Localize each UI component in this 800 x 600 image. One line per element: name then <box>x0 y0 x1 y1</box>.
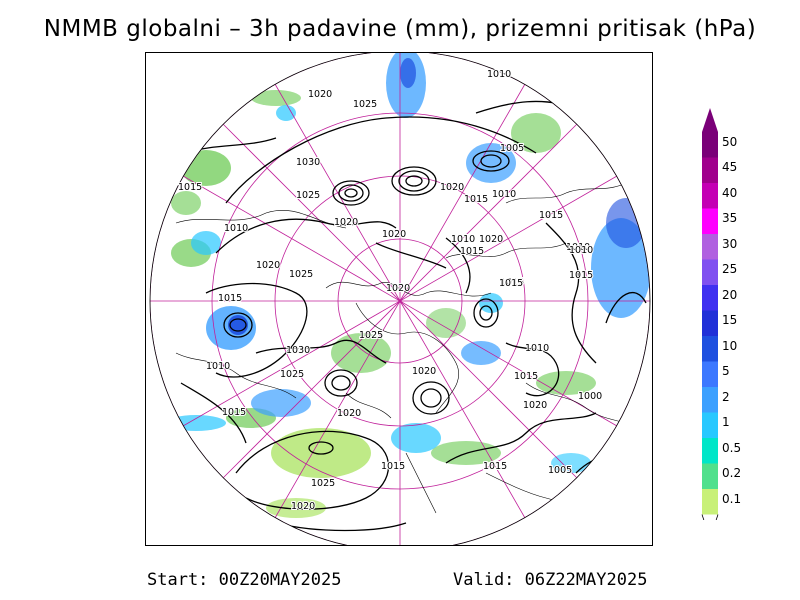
precipitation-colorbar: 50 45 40 35 30 25 20 15 10 5 2 1 0.5 0.2 0.1 <box>700 108 770 540</box>
isobar-label: 1025 <box>289 269 313 280</box>
colorbar-swatch <box>702 208 718 234</box>
colorbar-swatch <box>702 157 718 183</box>
colorbar-swatch <box>702 234 718 260</box>
precipitation-layer <box>166 53 650 518</box>
colorbar-label: 15 <box>722 313 738 327</box>
isobar-label: 1015 <box>381 461 405 472</box>
colorbar-swatch <box>702 361 718 387</box>
isobar-label: 1030 <box>296 157 320 168</box>
colorbar-label: 1 <box>722 415 730 429</box>
colorbar-swatch <box>702 183 718 209</box>
isobar-label: 1020 <box>334 217 358 228</box>
isobar-label: 1025 <box>296 190 320 201</box>
colorbar-arrow-bottom <box>701 514 719 540</box>
isobar-label: 1010 <box>566 242 590 253</box>
map-panel: 1010 1020 1025 1005 1030 1015 1025 1020 … <box>145 52 653 546</box>
colorbar-label: 0.1 <box>722 491 742 506</box>
isobar-label: 1015 <box>514 371 538 382</box>
colorbar-swatch <box>702 387 718 413</box>
coastlines <box>175 182 647 514</box>
colorbar-label: 20 <box>722 287 738 302</box>
colorbar-swatch <box>702 489 718 515</box>
colorbar-swatch <box>702 412 718 438</box>
isobar-label: 1025 <box>311 478 335 489</box>
colorbar-swatch <box>702 336 718 362</box>
isobar-label: 1015 <box>464 194 488 205</box>
colorbar-swatch <box>702 285 718 311</box>
isobar-label: 1015 <box>569 270 593 281</box>
colorbar-label: 5 <box>722 364 730 378</box>
isobar-label: 1015 <box>500 277 524 288</box>
isobar-label: 1020 <box>256 260 280 271</box>
colorbar-swatch <box>702 310 718 336</box>
isobar-label: 1025 <box>353 99 377 110</box>
graticule <box>150 53 650 545</box>
isobar-label: 1005 <box>500 143 524 154</box>
isobar-label: 1020 <box>412 366 436 377</box>
run-valid-time: Valid: 06Z22MAY2025 <box>453 570 648 590</box>
isobar-label: 1020 <box>337 408 361 419</box>
colorbar-label: 45 <box>722 160 738 174</box>
isobar-label: 1010 <box>451 234 475 245</box>
colorbar-label: 30 <box>722 236 738 251</box>
isobar-label: 1030 <box>286 345 310 356</box>
isobar-label: 1025 <box>280 369 304 380</box>
isobar-label: 1020 <box>291 501 315 512</box>
map-title: NMMB globalni – 3h padavine (mm), prizem… <box>43 16 757 42</box>
isobar-label: 1010 <box>206 361 230 372</box>
isobar-label: 1015 <box>499 278 523 289</box>
colorbar-label: 10 <box>722 338 738 353</box>
isobar-label: 1020 <box>308 89 332 100</box>
isobar-label: 1020 <box>382 229 406 240</box>
isobar-label: 1015 <box>483 461 507 472</box>
isobar-label: 1010 <box>525 343 549 354</box>
run-start-time: Start: 00Z20MAY2025 <box>147 570 342 590</box>
isobar-label: 1015 <box>178 182 202 193</box>
isobar-label: 1000 <box>578 391 602 402</box>
isobar-label: 1005 <box>548 465 572 476</box>
isobar-label: 1010 <box>224 223 248 234</box>
isobar-label: 1010 <box>487 69 511 80</box>
isobar-label: 1025 <box>359 330 383 341</box>
isobar-labels: 1010 1020 1025 1005 1030 1015 1025 1020 … <box>177 68 603 513</box>
isobar-label: 1015 <box>460 246 484 257</box>
colorbar-label: 25 <box>722 262 738 276</box>
colorbar-swatch <box>702 463 718 489</box>
isobar-label: 1020 <box>386 283 410 294</box>
isobar-label: 1010 <box>492 189 516 200</box>
isobar-label: 1015 <box>218 293 242 304</box>
polar-map: 1010 1020 1025 1005 1030 1015 1025 1020 … <box>149 53 651 545</box>
colorbar-label: 35 <box>722 211 738 225</box>
colorbar-swatch <box>702 259 718 285</box>
colorbar-label: 0.2 <box>722 466 742 480</box>
colorbar-swatches <box>701 108 719 540</box>
colorbar-label: 40 <box>722 185 738 200</box>
colorbar-label: 0.5 <box>722 440 742 455</box>
isobar-label: 1015 <box>539 210 563 221</box>
colorbar-swatch <box>702 438 718 464</box>
isobar-label: 1020 <box>479 234 503 245</box>
isobar-label: 1010 <box>569 245 593 256</box>
colorbar-arrow-top <box>702 108 718 132</box>
colorbar-swatch <box>702 132 718 158</box>
colorbar-label: 2 <box>722 389 730 404</box>
isobar-label: 1015 <box>222 407 246 418</box>
colorbar-label: 50 <box>722 134 738 149</box>
isobar-label: 1020 <box>523 400 547 411</box>
isobar-label: 1020 <box>440 182 464 193</box>
